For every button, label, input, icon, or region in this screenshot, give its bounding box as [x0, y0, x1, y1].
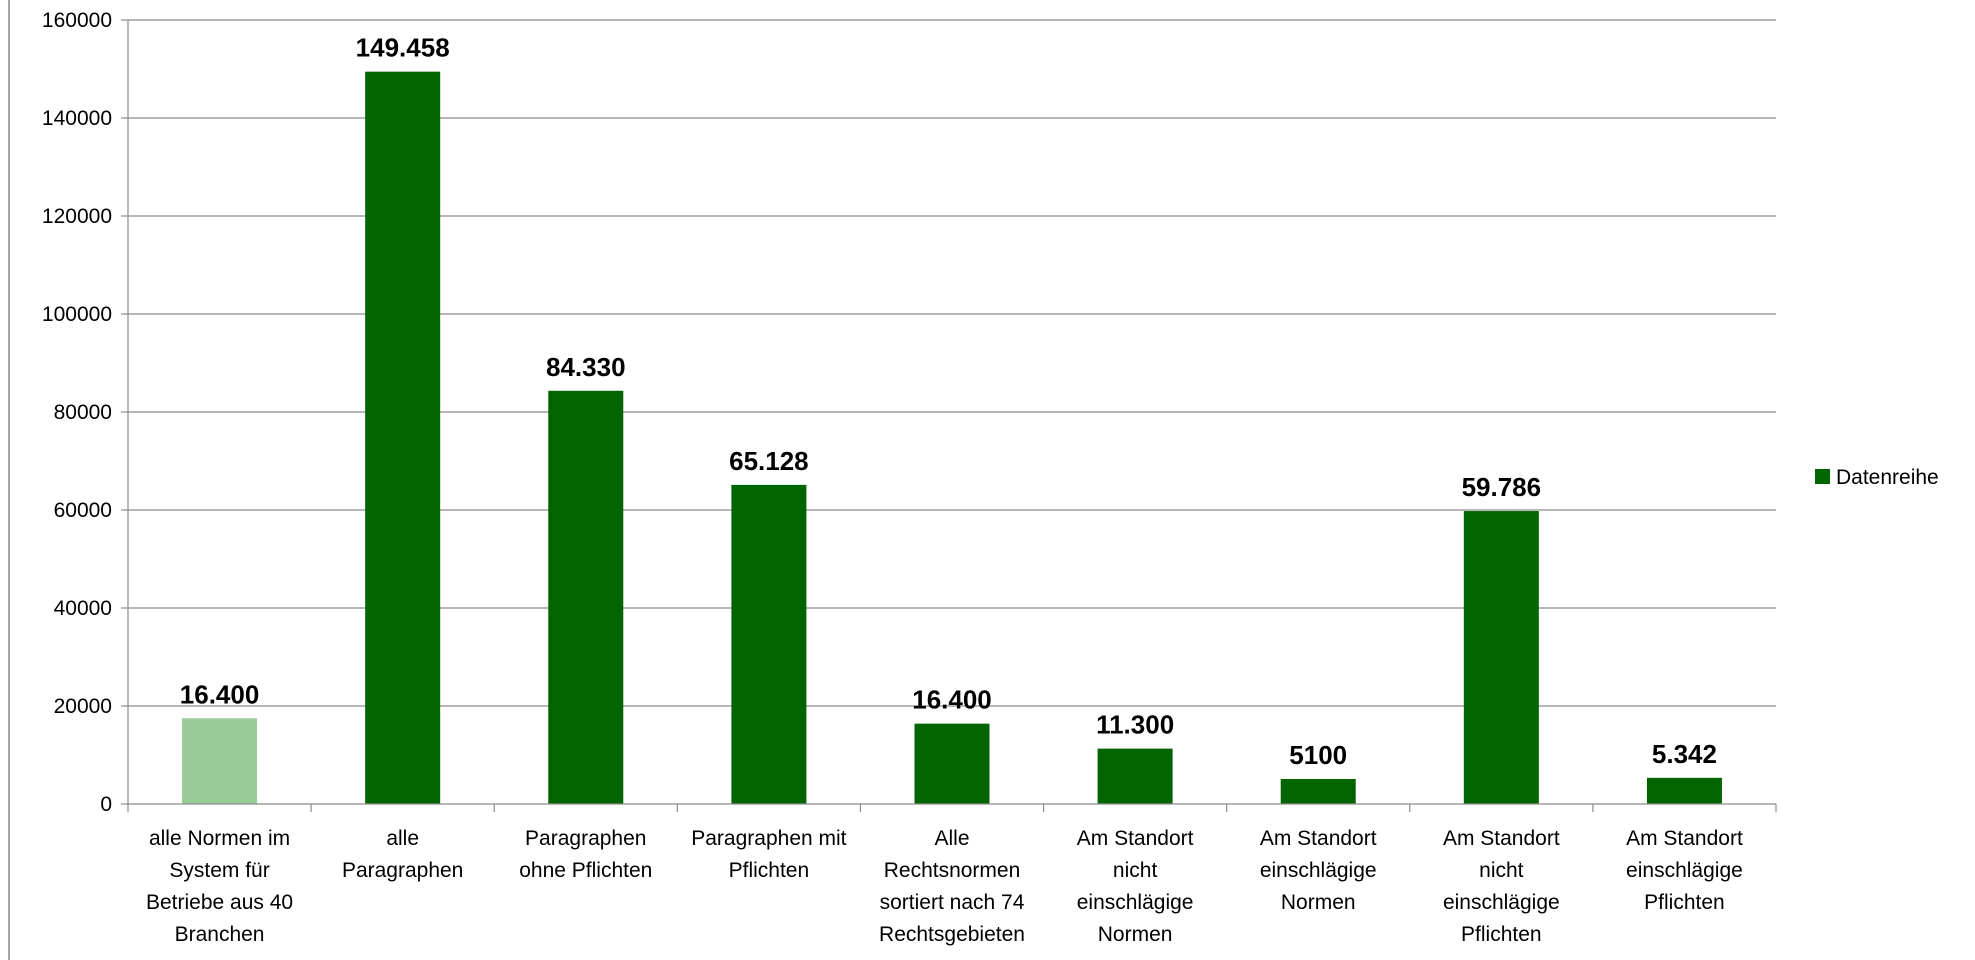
x-tick-label-line: nicht — [1479, 859, 1524, 882]
x-tick-label: Am Standort einschlägige Normen — [1260, 827, 1377, 914]
x-tick-label-line: Pflichten — [1461, 923, 1542, 946]
legend: Datenreihe — [1815, 466, 1939, 489]
data-label: 65.128 — [729, 446, 809, 476]
bar — [365, 71, 441, 804]
data-label: 5100 — [1289, 740, 1347, 770]
bar — [731, 484, 807, 804]
bar — [548, 390, 624, 804]
y-tick-label: 100000 — [42, 303, 112, 326]
legend-swatch — [1815, 469, 1830, 484]
y-axis: 0 20000 40000 60000 80000 100000 120000 140000 1… — [42, 9, 129, 816]
x-tick-label-line: alle — [386, 827, 419, 850]
data-label: 11.300 — [1096, 710, 1174, 740]
y-tick-label: 0 — [100, 793, 112, 816]
data-label: 16.400 — [180, 679, 260, 709]
data-label: 5.342 — [1652, 739, 1717, 769]
x-tick-label-line: einschlägige — [1626, 859, 1743, 882]
x-tick-label: alle Normen im System für Betriebe aus 40 B… — [146, 827, 293, 946]
x-tick-label: Paragraphen ohne Pflichten — [519, 827, 652, 882]
x-tick-label-line: Paragraphen — [342, 859, 463, 882]
bar — [1097, 748, 1173, 804]
x-tick-label-line: Betriebe aus 40 — [146, 891, 293, 914]
x-tick-label-line: Pflichten — [1644, 891, 1725, 914]
x-tick-label-line: Branchen — [175, 923, 265, 946]
x-axis: alle Normen im System für Betriebe aus 40 B… — [127, 803, 1777, 946]
x-tick-label: Paragraphen mit Pflichten — [691, 827, 846, 882]
x-tick-label-line: ohne Pflichten — [519, 859, 652, 882]
y-tick-label: 60000 — [54, 499, 112, 522]
y-tick-label: 140000 — [42, 107, 112, 130]
bar — [182, 718, 258, 804]
x-tick-label-line: einschlägige — [1077, 891, 1194, 914]
bar — [1463, 511, 1539, 804]
x-tick-label-line: nicht — [1113, 859, 1158, 882]
x-tick-label-line: Alle — [934, 827, 969, 850]
x-tick-label-line: Paragraphen mit — [691, 827, 846, 850]
x-tick-label-line: Paragraphen — [525, 827, 646, 850]
legend-label: Datenreihe — [1836, 466, 1939, 489]
x-tick-label-line: Am Standort — [1077, 827, 1194, 850]
x-tick-label-line: Normen — [1281, 891, 1356, 914]
x-tick-label-line: Rechtsnormen — [884, 859, 1021, 882]
x-tick-label-line: Rechtsgebieten — [879, 923, 1025, 946]
x-tick-label-line: Am Standort — [1260, 827, 1377, 850]
x-tick-label-line: Am Standort — [1626, 827, 1743, 850]
y-tick-label: 80000 — [54, 401, 112, 424]
x-tick-label-line: Normen — [1098, 923, 1173, 946]
y-tick-label: 40000 — [54, 597, 112, 620]
y-tick-label: 120000 — [42, 205, 112, 228]
bar — [914, 723, 990, 804]
data-label: 16.400 — [912, 685, 992, 715]
x-tick-label-line: alle Normen im — [149, 827, 290, 850]
bar — [1646, 777, 1722, 804]
x-tick-label: Alle Rechtsnormen sortiert nach 74 Rechtsge… — [879, 827, 1025, 946]
bar — [1280, 779, 1356, 804]
bars — [182, 71, 1722, 804]
x-tick-label-line: sortiert nach 74 — [880, 891, 1025, 914]
x-tick-label-line: Am Standort — [1443, 827, 1560, 850]
x-tick-label: Am Standort einschlägige Pflichten — [1626, 827, 1743, 914]
y-tick-label: 160000 — [42, 9, 112, 32]
data-labels: 16.400 149.458 84.330 65.128 16.400 11.300 510… — [180, 33, 1717, 770]
x-tick-label: alle Paragraphen — [342, 827, 463, 882]
data-label: 84.330 — [546, 352, 626, 382]
data-label: 59.786 — [1462, 472, 1542, 502]
x-tick-label-line: einschlägige — [1443, 891, 1560, 914]
x-tick-label: Am Standort nicht einschlägige Normen — [1077, 827, 1194, 946]
x-tick-label-line: einschlägige — [1260, 859, 1377, 882]
x-tick-label: Am Standort nicht einschlägige Pflichten — [1443, 827, 1560, 946]
data-label: 149.458 — [356, 33, 450, 63]
y-tick-label: 20000 — [54, 695, 112, 718]
x-tick-label-line: Pflichten — [729, 859, 810, 882]
x-tick-label-line: System für — [169, 859, 269, 882]
